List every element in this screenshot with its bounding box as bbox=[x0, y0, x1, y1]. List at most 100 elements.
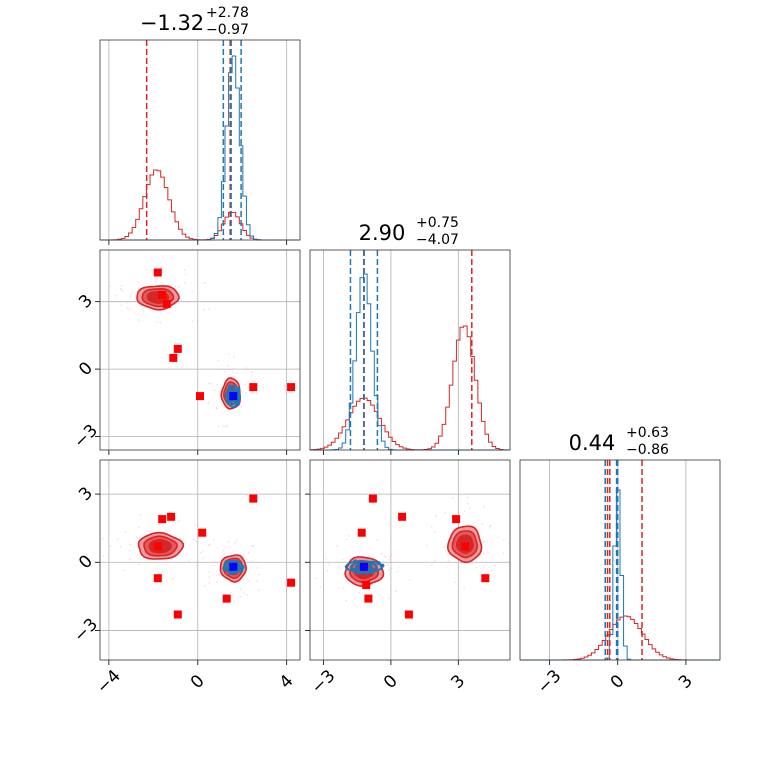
x-tick-label: 0 bbox=[187, 671, 209, 693]
histogram-frame-1 bbox=[309, 249, 511, 451]
sample-dot bbox=[194, 561, 196, 564]
sample-dot bbox=[247, 580, 250, 582]
sample-dot bbox=[131, 291, 134, 293]
sample-dot bbox=[239, 595, 242, 598]
sample-dot bbox=[483, 566, 485, 568]
sample-dot-blue bbox=[224, 394, 229, 399]
marker-red-square bbox=[398, 512, 407, 521]
sample-dot bbox=[180, 300, 182, 302]
sample-dot bbox=[240, 405, 243, 408]
marker-red-square bbox=[364, 594, 373, 603]
sample-dot bbox=[138, 319, 140, 321]
sample-dot bbox=[102, 555, 105, 557]
sample-dot bbox=[348, 535, 350, 537]
sample-dot bbox=[251, 375, 253, 377]
sample-dot bbox=[325, 557, 328, 560]
scatter-panel-1 bbox=[95, 460, 300, 665]
sample-dot bbox=[208, 543, 211, 546]
marker-red-square bbox=[249, 494, 258, 503]
sample-dot bbox=[206, 534, 209, 536]
sample-dot bbox=[433, 530, 436, 533]
sample-dot bbox=[483, 506, 485, 508]
sample-dot-blue bbox=[364, 570, 369, 575]
histogram-title-plus-2: +0.63 bbox=[626, 425, 669, 441]
sample-dot bbox=[317, 561, 320, 564]
sample-dot-blue bbox=[228, 571, 233, 575]
sample-dot bbox=[184, 282, 186, 284]
sample-dot bbox=[218, 574, 220, 576]
x-tick-label: −3 bbox=[308, 666, 340, 698]
sample-dot bbox=[120, 288, 123, 290]
marker-red-square bbox=[362, 581, 371, 589]
marker-red-square bbox=[173, 610, 182, 619]
sample-dot bbox=[208, 576, 210, 578]
sample-dot-blue bbox=[356, 570, 361, 575]
sample-dot bbox=[130, 293, 132, 296]
sample-dot bbox=[140, 514, 142, 516]
y-tick-label: 3 bbox=[75, 483, 97, 505]
sample-dot bbox=[390, 553, 393, 556]
sample-dot-blue bbox=[376, 561, 381, 566]
histogram-blue-series bbox=[520, 489, 720, 661]
sample-dot bbox=[123, 569, 126, 572]
sample-dot bbox=[120, 304, 123, 307]
sample-dot bbox=[207, 382, 210, 385]
scatter-panel-0 bbox=[95, 250, 300, 455]
marker-red-square bbox=[173, 344, 182, 353]
sample-dot bbox=[502, 552, 505, 554]
sample-dot bbox=[199, 561, 202, 564]
sample-dot bbox=[215, 407, 218, 410]
marker-red-square bbox=[158, 290, 167, 299]
histogram-title-minus-0: −0.97 bbox=[206, 22, 249, 38]
sample-dot bbox=[380, 553, 383, 555]
sample-dot bbox=[216, 581, 218, 583]
sample-dot bbox=[390, 568, 393, 570]
sample-dot bbox=[143, 311, 145, 313]
sample-dot bbox=[185, 273, 187, 276]
sample-dot bbox=[430, 564, 433, 566]
sample-dot bbox=[463, 510, 466, 512]
sample-dot bbox=[171, 558, 173, 561]
x-tick-label: 0 bbox=[380, 671, 402, 693]
sample-dot bbox=[223, 371, 226, 373]
marker-red-square bbox=[167, 512, 176, 521]
sample-dot bbox=[217, 359, 220, 362]
y-tick-label: −3 bbox=[70, 615, 102, 647]
histogram-title-value-2: 0.44 bbox=[569, 431, 616, 455]
sample-dot bbox=[487, 551, 489, 554]
sample-dot bbox=[109, 545, 112, 547]
marker-red-square bbox=[357, 528, 366, 537]
histogram-frame-0 bbox=[99, 39, 301, 241]
sample-dot bbox=[244, 383, 246, 386]
histogram-red-series bbox=[99, 169, 300, 241]
sample-dot bbox=[227, 353, 230, 355]
sample-dot bbox=[146, 307, 149, 310]
sample-dot bbox=[232, 370, 234, 373]
sample-dot bbox=[209, 382, 212, 385]
sample-dot bbox=[435, 514, 437, 517]
sample-dot bbox=[256, 567, 259, 569]
marker-blue-square bbox=[229, 562, 238, 571]
sample-dot bbox=[235, 372, 238, 374]
sample-dot bbox=[341, 558, 344, 560]
sample-dot bbox=[452, 497, 454, 500]
sample-dot bbox=[469, 507, 471, 510]
histogram-title-value-1: 2.90 bbox=[359, 221, 406, 245]
marker-blue-square bbox=[229, 392, 238, 401]
sample-dot bbox=[228, 368, 231, 371]
sample-dot bbox=[246, 593, 248, 596]
sample-dot bbox=[233, 541, 236, 544]
sample-dot bbox=[232, 549, 235, 552]
sample-dot bbox=[129, 296, 132, 298]
sample-dot bbox=[233, 600, 235, 603]
sample-dot bbox=[431, 526, 433, 528]
y-tick-label: 0 bbox=[75, 551, 97, 573]
sample-dot bbox=[229, 591, 232, 594]
histogram-red-series bbox=[520, 615, 720, 661]
sample-dot bbox=[433, 559, 436, 562]
sample-dot bbox=[229, 546, 231, 549]
sample-dot bbox=[251, 560, 254, 563]
histogram-title-value-0: −1.32 bbox=[140, 11, 204, 35]
sample-dot bbox=[177, 286, 180, 288]
sample-dot bbox=[345, 599, 348, 602]
